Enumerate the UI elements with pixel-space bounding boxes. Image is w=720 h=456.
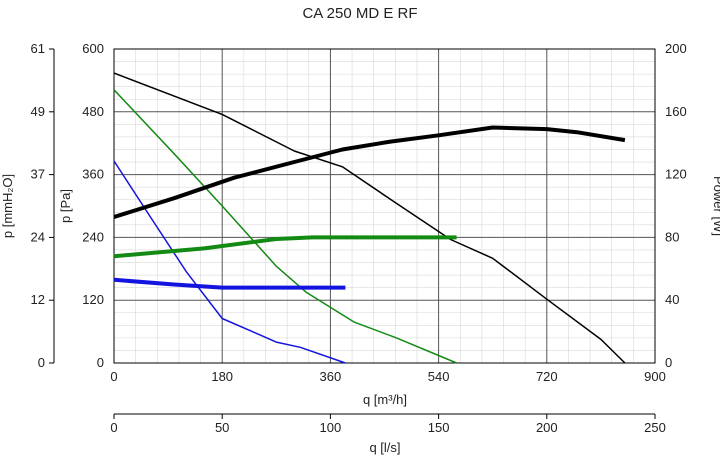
series-power-blue bbox=[113, 277, 346, 290]
series-pressure-green bbox=[113, 89, 457, 364]
y2-axis-ticks-mmh2o: 0 12 24 37 49 61 bbox=[31, 41, 45, 370]
y3-tick: 40 bbox=[665, 292, 679, 307]
y3-tick: 0 bbox=[665, 355, 672, 370]
x-axis-ticks-m3h: 0 180 360 540 720 900 bbox=[110, 369, 665, 384]
x2-tick: 50 bbox=[215, 420, 229, 435]
series-pressure-blue bbox=[113, 160, 346, 364]
y2-axis-tickmarks bbox=[49, 48, 54, 364]
x2-tick: 150 bbox=[428, 420, 450, 435]
x-tick: 540 bbox=[428, 369, 450, 384]
y2-tick: 0 bbox=[38, 355, 45, 370]
x-tick: 180 bbox=[211, 369, 233, 384]
y2-tick: 12 bbox=[31, 292, 45, 307]
x-tick: 720 bbox=[536, 369, 558, 384]
x-axis-label-m3h: q [m³/h] bbox=[363, 392, 407, 407]
series-layer bbox=[113, 72, 626, 364]
x2-tick: 100 bbox=[320, 420, 342, 435]
y3-tick: 120 bbox=[665, 167, 687, 182]
x2-tick: 0 bbox=[110, 420, 117, 435]
y2-tick: 49 bbox=[31, 104, 45, 119]
y2-tick: 37 bbox=[31, 167, 45, 182]
y-tick: 0 bbox=[97, 355, 104, 370]
y-axis-ticks-pa: 0 120 240 360 480 600 bbox=[82, 41, 104, 370]
x-tick: 360 bbox=[320, 369, 342, 384]
major-gridlines bbox=[114, 49, 655, 363]
x2-tick: 200 bbox=[536, 420, 558, 435]
y2-tick: 61 bbox=[31, 41, 45, 56]
y-tick: 480 bbox=[82, 104, 104, 119]
x2-axis-label-ls: q [l/s] bbox=[369, 440, 400, 455]
y-axis-label-pa: p [Pa] bbox=[58, 189, 73, 223]
y3-axis-ticks-power: 0 40 80 120 160 200 bbox=[665, 41, 687, 370]
y3-tick: 200 bbox=[665, 41, 687, 56]
y2-axis-label-mmh2o: p [mmH₂O] bbox=[0, 174, 15, 238]
series-power-green bbox=[113, 235, 457, 259]
y3-axis-label-power: Power [W] bbox=[711, 176, 720, 236]
chart-title: CA 250 MD E RF bbox=[302, 5, 417, 22]
y-tick: 120 bbox=[82, 292, 104, 307]
y-tick: 600 bbox=[82, 41, 104, 56]
plot-area bbox=[114, 49, 655, 363]
series-power-black bbox=[113, 125, 626, 219]
x2-axis-ticks-ls: 0 50 100 150 200 250 bbox=[110, 420, 665, 435]
series-pressure-black bbox=[113, 72, 626, 364]
x-tick: 0 bbox=[110, 369, 117, 384]
y-tick: 360 bbox=[82, 167, 104, 182]
y2-tick: 24 bbox=[31, 229, 45, 244]
minor-gridlines bbox=[114, 49, 655, 363]
y3-tick: 160 bbox=[665, 104, 687, 119]
x2-axis-tickmarks bbox=[113, 414, 656, 419]
plot-frame bbox=[113, 48, 656, 364]
x-tick: 900 bbox=[644, 369, 666, 384]
y3-tick: 80 bbox=[665, 229, 679, 244]
x2-tick: 250 bbox=[644, 420, 666, 435]
y-tick: 240 bbox=[82, 229, 104, 244]
